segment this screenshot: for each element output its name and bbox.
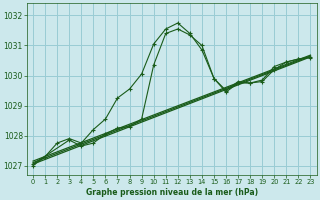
X-axis label: Graphe pression niveau de la mer (hPa): Graphe pression niveau de la mer (hPa) <box>86 188 258 197</box>
